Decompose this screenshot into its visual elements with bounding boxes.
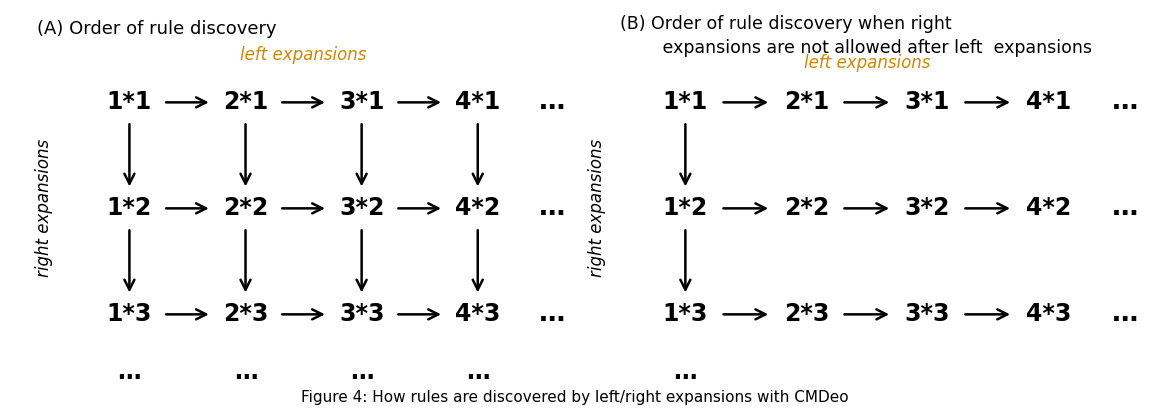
Text: 3*1: 3*1: [339, 90, 384, 115]
Text: 4*1: 4*1: [1026, 90, 1071, 115]
Text: 4*2: 4*2: [1026, 196, 1071, 220]
Text: 2*1: 2*1: [784, 90, 828, 115]
Text: 4*1: 4*1: [455, 90, 500, 115]
Text: 4*3: 4*3: [455, 302, 501, 326]
Text: …: …: [349, 360, 373, 384]
Text: right expansions: right expansions: [36, 139, 53, 277]
Text: 1*1: 1*1: [663, 90, 708, 115]
Text: …: …: [1112, 196, 1138, 221]
Text: …: …: [673, 360, 697, 384]
Text: 4*2: 4*2: [455, 196, 500, 220]
Text: …: …: [233, 360, 257, 384]
Text: …: …: [1112, 301, 1138, 327]
Text: 3*2: 3*2: [904, 196, 950, 220]
Text: left expansions: left expansions: [240, 46, 367, 64]
Text: 1*2: 1*2: [663, 196, 708, 220]
Text: 3*3: 3*3: [339, 302, 385, 326]
Text: 3*3: 3*3: [904, 302, 950, 326]
Text: left expansions: left expansions: [803, 54, 930, 72]
Text: 3*2: 3*2: [339, 196, 384, 220]
Text: 1*2: 1*2: [107, 196, 152, 220]
Text: …: …: [1112, 89, 1138, 115]
Text: 1*3: 1*3: [663, 302, 708, 326]
Text: expansions are not allowed after left  expansions: expansions are not allowed after left ex…: [635, 39, 1092, 57]
Text: (A) Order of rule discovery: (A) Order of rule discovery: [38, 20, 277, 38]
Text: 3*1: 3*1: [904, 90, 950, 115]
Text: 2*2: 2*2: [784, 196, 828, 220]
Text: (B) Order of rule discovery when right: (B) Order of rule discovery when right: [619, 16, 951, 34]
Text: …: …: [539, 196, 565, 221]
Text: …: …: [539, 301, 565, 327]
Text: …: …: [539, 89, 565, 115]
Text: right expansions: right expansions: [587, 139, 606, 277]
Text: 4*3: 4*3: [1026, 302, 1071, 326]
Text: …: …: [466, 360, 489, 384]
Text: 1*1: 1*1: [107, 90, 152, 115]
Text: 2*3: 2*3: [784, 302, 828, 326]
Text: 1*3: 1*3: [107, 302, 152, 326]
Text: 2*2: 2*2: [223, 196, 268, 220]
Text: Figure 4: How rules are discovered by left/right expansions with CMDeo: Figure 4: How rules are discovered by le…: [301, 390, 848, 405]
Text: 2*1: 2*1: [223, 90, 268, 115]
Text: 2*3: 2*3: [223, 302, 268, 326]
Text: …: …: [117, 360, 141, 384]
